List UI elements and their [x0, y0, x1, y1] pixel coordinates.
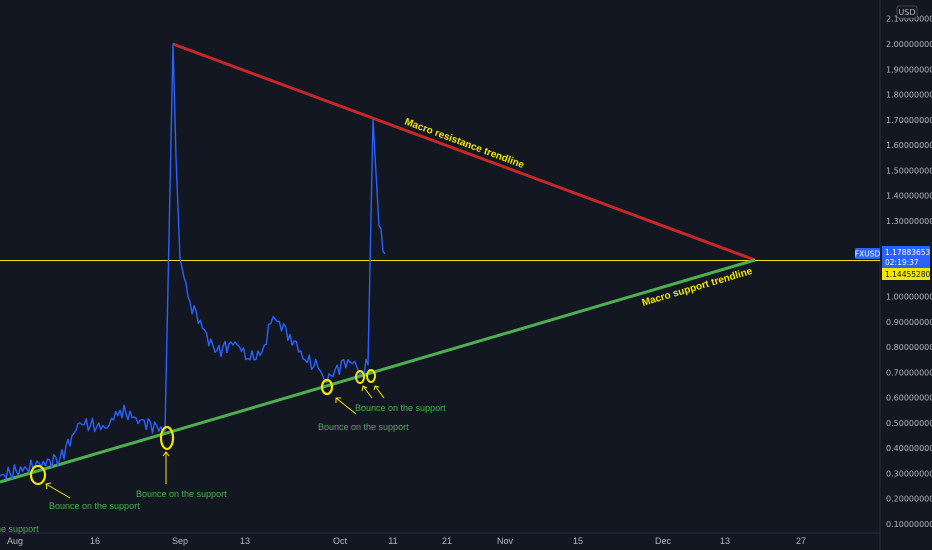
- y-tick-label: 0.40000000: [886, 444, 932, 453]
- bounce-circle: [355, 370, 365, 384]
- y-tick-label: 0.10000000: [886, 520, 932, 529]
- y-axis[interactable]: 0.10000000 0.20000000 0.30000000 0.40000000…: [886, 15, 932, 529]
- annotation-bounce-4: Bounce on the support: [318, 422, 409, 432]
- x-tick-label: 15: [573, 536, 583, 546]
- currency-box[interactable]: [896, 5, 918, 19]
- x-tick-label: 27: [796, 536, 806, 546]
- y-tick-label: 1.90000000: [886, 65, 932, 74]
- x-tick-label: 16: [90, 536, 100, 546]
- current-price-value: 1.17883653: [885, 248, 931, 257]
- annotation-bounce-5: Bounce on the support: [355, 403, 446, 413]
- support-trendline[interactable]: [0, 258, 756, 484]
- x-tick-label: Aug: [7, 536, 23, 546]
- y-tick-label: 1.60000000: [886, 141, 932, 150]
- x-tick-label: Nov: [497, 536, 514, 546]
- y-tick-label: 1.50000000: [886, 166, 932, 175]
- x-tick-label: Dec: [655, 536, 672, 546]
- x-tick-label: Sep: [172, 536, 188, 546]
- bounce-circle: [29, 464, 47, 486]
- symbol-tag-text: FXUSD: [855, 250, 881, 259]
- y-tick-label: 0.70000000: [886, 368, 932, 377]
- y-tick-label: 1.80000000: [886, 91, 932, 100]
- y-tick-label: 2.00000000: [886, 40, 932, 49]
- y-tick-label: 0.90000000: [886, 318, 932, 327]
- price-series-line: [0, 43, 386, 480]
- y-tick-label: 0.20000000: [886, 495, 932, 504]
- x-tick-label: Oct: [333, 536, 348, 546]
- bounce-circle: [366, 369, 376, 383]
- resistance-trendline[interactable]: [172, 42, 756, 262]
- annotation-bounce-1: Bounce on the support: [0, 524, 39, 534]
- annotation-bounce-3: Bounce on the support: [136, 489, 227, 499]
- annotation-bounce-2: Bounce on the support: [49, 501, 140, 511]
- y-tick-label: 1.30000000: [886, 217, 932, 226]
- y-tick-label: 2.10000000: [886, 15, 932, 24]
- bounce-circle: [320, 378, 334, 396]
- annotation-arrows: [45, 385, 385, 499]
- y-tick-label: 0.60000000: [886, 394, 932, 403]
- x-tick-label: 21: [442, 536, 452, 546]
- x-tick-label: 13: [720, 536, 730, 546]
- bounce-circle: [159, 425, 175, 451]
- current-price-tag: [882, 246, 930, 268]
- y-tick-label: 0.50000000: [886, 419, 932, 428]
- y-tick-label: 1.00000000: [886, 293, 932, 302]
- currency-label: USD: [898, 8, 915, 17]
- y-tick-label: 0.30000000: [886, 469, 932, 478]
- line-price-value: 1.14455280: [885, 270, 931, 279]
- x-axis[interactable]: Aug 16 Sep 13 Oct 11 21 Nov 15 Dec 13 27: [7, 536, 806, 546]
- symbol-tag: [855, 248, 880, 259]
- y-tick-label: 0.80000000: [886, 343, 932, 352]
- y-tick-label: 1.70000000: [886, 116, 932, 125]
- y-tick-label: 1.40000000: [886, 192, 932, 201]
- x-tick-label: 13: [240, 536, 250, 546]
- x-tick-label: 11: [388, 536, 397, 546]
- current-price-countdown: 02:19:37: [885, 258, 919, 267]
- line-price-tag: [882, 268, 930, 280]
